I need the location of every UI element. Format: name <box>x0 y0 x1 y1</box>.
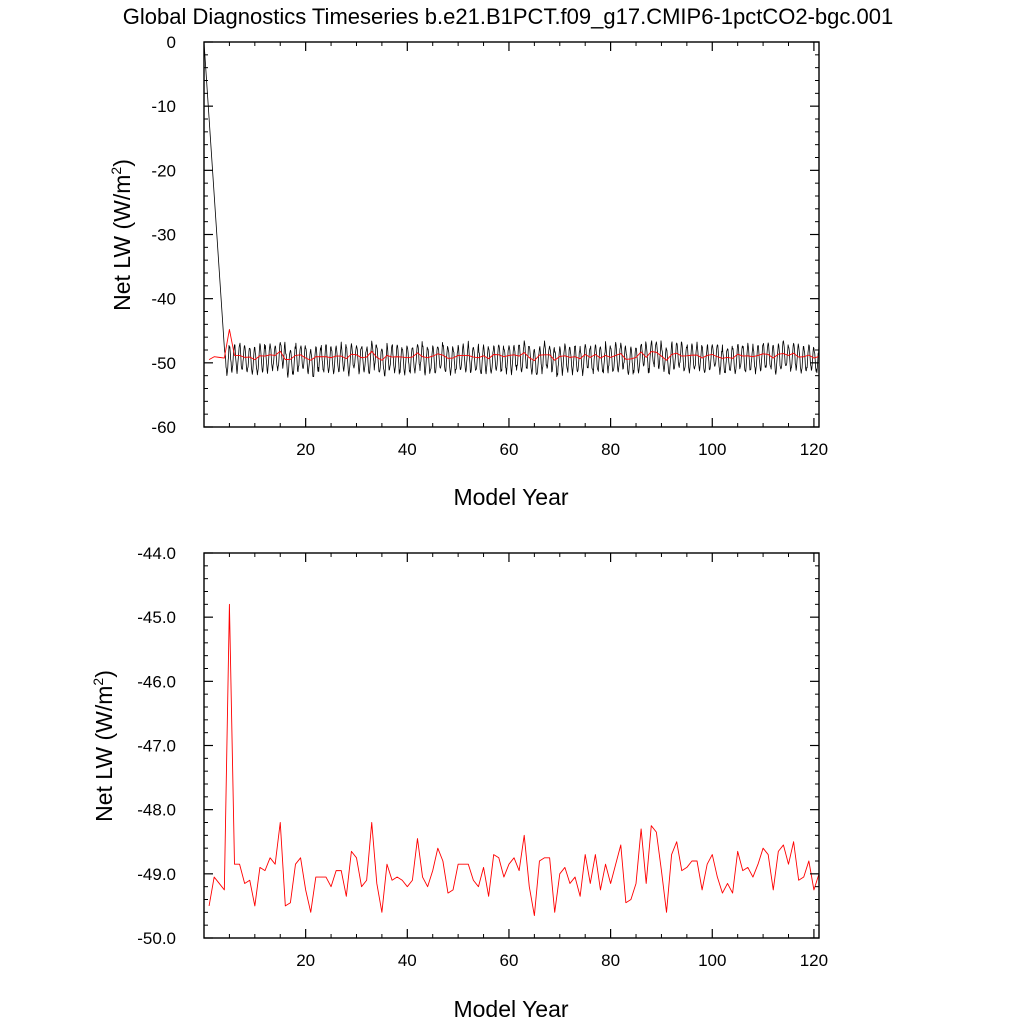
bottom-ticks: 20 40 60 80 100 120 -44.0 -45.0 -46.0 -47.0 -48.0 -… <box>137 544 828 970</box>
x-tick-label: 40 <box>398 951 417 970</box>
x-tick-label: 80 <box>601 440 620 459</box>
y-tick-label: -45.0 <box>137 608 176 627</box>
x-tick-label: 100 <box>698 951 726 970</box>
y-tick-label: 0 <box>167 33 176 52</box>
x-tick-label: 20 <box>296 951 315 970</box>
x-tick-label: 60 <box>499 951 518 970</box>
x-tick-label: 60 <box>499 440 518 459</box>
bottom-x-axis-title: Model Year <box>453 996 568 1022</box>
y-tick-label: -20 <box>151 161 176 180</box>
bottom-y-axis-title: Net LW (W/m2) <box>90 670 117 822</box>
y-tick-label: -46.0 <box>137 672 176 691</box>
x-tick-label: 20 <box>296 440 315 459</box>
figure-title: Global Diagnostics Timeseries b.e21.B1PC… <box>123 4 893 29</box>
top-plot-frame <box>203 41 820 428</box>
y-tick-label: -47.0 <box>137 737 176 756</box>
y-tick-label: -49.0 <box>137 865 176 884</box>
x-tick-label: 40 <box>398 440 417 459</box>
top-monthly-series <box>203 41 820 378</box>
y-tick-label: -10 <box>151 97 176 116</box>
x-tick-label: 100 <box>698 440 726 459</box>
x-tick-label: 80 <box>601 951 620 970</box>
y-tick-label: -50.0 <box>137 929 176 948</box>
y-tick-label: -48.0 <box>137 801 176 820</box>
bottom-annual-series <box>208 603 820 916</box>
x-tick-label: 120 <box>800 951 828 970</box>
top-x-axis-title: Model Year <box>453 484 568 510</box>
bottom-panel: 20 40 60 80 100 120 -44.0 -45.0 -46.0 -47.0 -48.0 -… <box>90 544 828 1022</box>
top-panel: 20 40 60 80 100 120 0 -10 -20 -30 -40 -50 -60 Model … <box>108 33 828 510</box>
y-tick-label: -44.0 <box>137 544 176 563</box>
top-annual-series <box>208 329 820 362</box>
annual-line <box>208 329 820 362</box>
bottom-plot-frame <box>203 552 820 939</box>
top-ticks: 20 40 60 80 100 120 0 -10 -20 -30 -40 -50 -60 <box>151 33 828 459</box>
monthly-line <box>203 41 820 378</box>
x-tick-label: 120 <box>800 440 828 459</box>
y-tick-label: -40 <box>151 290 176 309</box>
annual-line-zoom <box>208 603 820 916</box>
y-tick-label: -60 <box>151 418 176 437</box>
y-tick-label: -50 <box>151 354 176 373</box>
top-y-axis-title: Net LW (W/m2) <box>108 159 135 311</box>
y-tick-label: -30 <box>151 226 176 245</box>
